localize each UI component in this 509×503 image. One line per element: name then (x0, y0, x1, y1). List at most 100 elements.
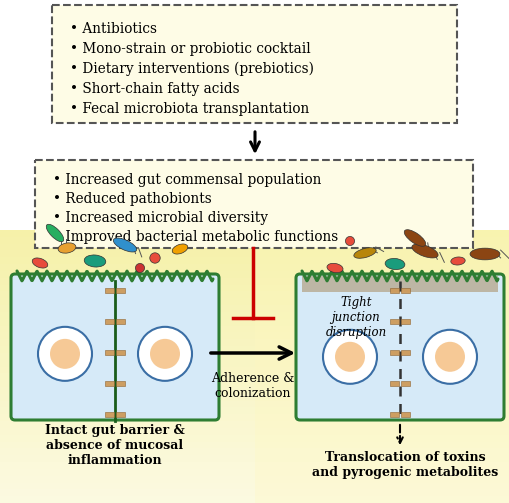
Text: • Increased microbial diversity: • Increased microbial diversity (53, 211, 267, 225)
Ellipse shape (384, 259, 404, 270)
Bar (0, 482, 509, 489)
Bar (254, 428, 509, 435)
Bar (0, 346, 509, 353)
Bar (254, 353, 509, 360)
Bar (116, 411, 125, 416)
Bar (0, 476, 509, 482)
Bar (116, 288, 125, 293)
Bar (254, 489, 509, 496)
Bar (0, 285, 509, 291)
Bar (0, 230, 509, 237)
Bar (0, 271, 509, 278)
Bar (0, 435, 509, 442)
Bar (254, 305, 509, 312)
Text: • Reduced pathobionts: • Reduced pathobionts (53, 192, 211, 206)
Bar (254, 496, 509, 503)
Bar (0, 387, 509, 394)
Bar (0, 407, 509, 414)
Circle shape (135, 264, 144, 273)
Bar (116, 318, 125, 323)
Text: • Increased gut commensal population: • Increased gut commensal population (53, 173, 321, 187)
Bar (0, 442, 509, 448)
Bar (0, 421, 509, 428)
Bar (0, 394, 509, 400)
Ellipse shape (404, 230, 425, 246)
Bar (0, 373, 509, 380)
Ellipse shape (46, 224, 64, 242)
Ellipse shape (32, 258, 48, 268)
Text: • Antibiotics: • Antibiotics (70, 22, 157, 36)
Bar (254, 278, 509, 285)
Bar (254, 373, 509, 380)
Bar (254, 455, 509, 462)
Bar (400, 350, 409, 355)
Bar (254, 291, 509, 298)
Ellipse shape (469, 248, 499, 260)
Bar (254, 250, 509, 258)
Ellipse shape (353, 248, 376, 258)
Ellipse shape (411, 244, 437, 258)
Bar (389, 380, 398, 385)
Bar (0, 319, 509, 325)
Bar (254, 421, 509, 428)
Bar (254, 462, 509, 469)
Bar (254, 237, 509, 243)
Bar (0, 353, 509, 360)
Text: • Short-chain fatty acids: • Short-chain fatty acids (70, 82, 239, 96)
Text: Adherence &
colonization: Adherence & colonization (211, 372, 294, 400)
Bar (254, 367, 509, 373)
Ellipse shape (450, 257, 464, 265)
Text: Translocation of toxins
and pyrogenic metabolites: Translocation of toxins and pyrogenic me… (312, 451, 497, 479)
Bar (0, 414, 509, 421)
Bar (0, 332, 509, 339)
FancyBboxPatch shape (52, 5, 456, 123)
Bar (105, 318, 114, 323)
Circle shape (345, 236, 354, 245)
Bar (389, 350, 398, 355)
Bar (254, 414, 509, 421)
Bar (254, 271, 509, 278)
Bar (254, 360, 509, 367)
Ellipse shape (326, 264, 343, 273)
Circle shape (50, 339, 80, 369)
Bar (254, 325, 509, 332)
Text: • Fecal microbiota transplantation: • Fecal microbiota transplantation (70, 102, 308, 116)
Text: • Dietary interventions (prebiotics): • Dietary interventions (prebiotics) (70, 62, 314, 76)
Bar (400, 380, 409, 385)
Circle shape (150, 253, 160, 263)
Bar (105, 380, 114, 385)
Bar (0, 428, 509, 435)
Bar (389, 318, 398, 323)
Bar (0, 264, 509, 271)
Bar (254, 394, 509, 400)
Circle shape (150, 339, 180, 369)
Bar (116, 350, 125, 355)
Bar (0, 243, 509, 250)
Bar (254, 407, 509, 414)
Circle shape (138, 327, 191, 381)
Ellipse shape (84, 255, 105, 267)
Text: • Improved bacterial metabolic functions: • Improved bacterial metabolic functions (53, 230, 337, 244)
Bar (116, 380, 125, 385)
Bar (254, 469, 509, 476)
Bar (400, 318, 409, 323)
Ellipse shape (172, 244, 187, 254)
Bar (0, 312, 509, 319)
Bar (254, 285, 509, 291)
Bar (0, 250, 509, 258)
Bar (105, 350, 114, 355)
Bar (0, 325, 509, 332)
Bar (0, 489, 509, 496)
Bar (105, 411, 114, 416)
Bar (254, 332, 509, 339)
Bar (0, 291, 509, 298)
Circle shape (334, 342, 364, 372)
Circle shape (422, 330, 476, 384)
Bar (254, 435, 509, 442)
Bar (254, 298, 509, 305)
Bar (0, 462, 509, 469)
Bar (389, 411, 398, 416)
Bar (254, 339, 509, 346)
FancyBboxPatch shape (35, 160, 472, 248)
Text: • Mono-strain or probiotic cocktail: • Mono-strain or probiotic cocktail (70, 42, 310, 56)
